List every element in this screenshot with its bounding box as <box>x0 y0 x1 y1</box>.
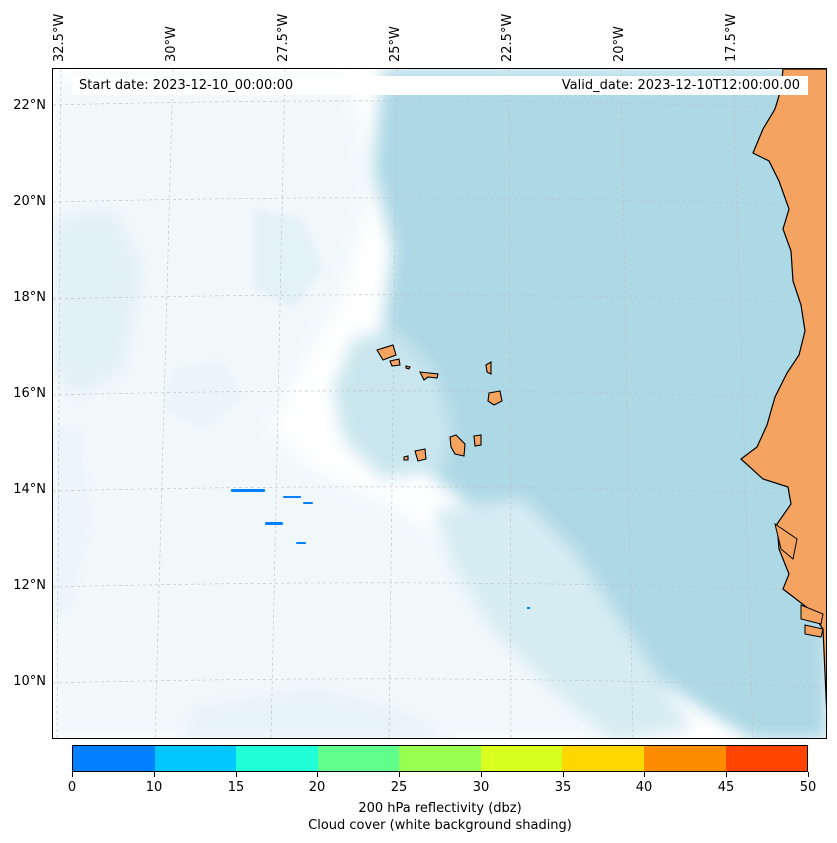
valid-date-label: Valid_date: 2023-12-10T12:00:00.00 <box>561 78 800 93</box>
colorbar-segment <box>480 746 563 771</box>
africa-landmass <box>740 69 826 709</box>
colorbar-tick-mark <box>481 772 482 777</box>
colorbar-tick-mark <box>808 772 809 777</box>
latitude-label: 18°N <box>13 290 46 305</box>
cape-verde-islands <box>376 344 503 462</box>
colorbar-tick-label: 50 <box>799 780 817 795</box>
latitude-label: 20°N <box>13 194 46 209</box>
colorbar-tick-mark <box>317 772 318 777</box>
longitude-label: 30°W <box>164 26 179 62</box>
colorbar-tick-label: 20 <box>308 780 326 795</box>
colorbar-tick-label: 25 <box>390 780 408 795</box>
longitude-label: 25°W <box>388 26 403 62</box>
colorbar-tick-mark <box>726 772 727 777</box>
colorbar-segment <box>399 746 481 771</box>
latitude-label: 14°N <box>13 482 46 497</box>
colorbar-tick-label: 40 <box>635 780 653 795</box>
colorbar-segment <box>643 746 726 771</box>
map-canvas <box>53 69 826 738</box>
map-gridlines <box>53 69 826 738</box>
colorbar-tick-label: 0 <box>67 780 77 795</box>
colorbar-tick-mark <box>236 772 237 777</box>
colorbar-segment <box>154 746 237 771</box>
colorbar-tick-mark <box>399 772 400 777</box>
colorbar-segment <box>725 746 808 771</box>
date-header-box <box>72 76 808 95</box>
colorbar-segment <box>73 746 155 771</box>
colorbar-title: 200 hPa reflectivity (dbz) <box>358 801 522 816</box>
latitude-label: 10°N <box>13 674 46 689</box>
longitude-label: 22.5°W <box>500 13 515 62</box>
colorbar-tick-mark <box>154 772 155 777</box>
cloud-cover-shading <box>53 69 826 738</box>
colorbar-tick-label: 35 <box>554 780 572 795</box>
colorbar-tick-mark <box>72 772 73 777</box>
colorbar-subtitle: Cloud cover (white background shading) <box>308 818 572 833</box>
colorbar-segment <box>236 746 318 771</box>
reflectivity-cells <box>231 489 530 609</box>
latitude-label: 12°N <box>13 578 46 593</box>
reflectivity-colorbar <box>72 745 808 772</box>
colorbar-segment <box>317 746 400 771</box>
longitude-label: 20°W <box>612 26 627 62</box>
colorbar-tick-mark <box>644 772 645 777</box>
colorbar-tick-label: 45 <box>717 780 735 795</box>
colorbar-tick-label: 10 <box>145 780 163 795</box>
map-panel <box>52 68 827 739</box>
latitude-label: 22°N <box>13 98 46 113</box>
longitude-label: 32.5°W <box>52 13 67 62</box>
colorbar-tick-label: 30 <box>472 780 490 795</box>
colorbar-tick-mark <box>563 772 564 777</box>
colorbar-segment <box>562 746 644 771</box>
longitude-label: 27.5°W <box>276 13 291 62</box>
longitude-label: 17.5°W <box>724 13 739 62</box>
latitude-label: 16°N <box>13 386 46 401</box>
start-date-label: Start date: 2023-12-10_00:00:00 <box>79 78 294 93</box>
colorbar-tick-label: 15 <box>227 780 245 795</box>
